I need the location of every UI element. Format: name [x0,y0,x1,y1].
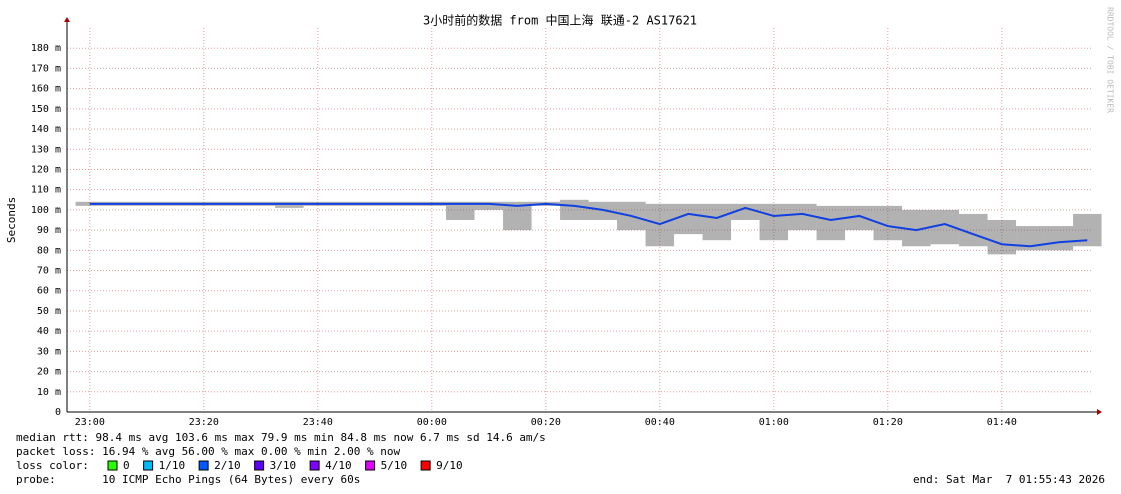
y-tick-label: 170 m [31,63,61,74]
median-line [89,202,1088,248]
y-tick-label: 180 m [31,43,61,54]
y-tick-label: 10 m [37,387,61,398]
axis-arrow [64,17,70,22]
y-tick-label: 40 m [37,326,61,337]
watermark: RRDTOOL / TOBI OETIKER [1106,7,1115,113]
end-time: end: Sat Mar 7 01:55:43 2026 [913,473,1105,486]
loss-stats: packet loss: 16.94 % avg 56.00 % max 0.0… [16,445,400,458]
loss-color-label: loss color: [16,459,89,472]
y-tick-label: 60 m [37,286,61,297]
x-tick-label: 23:20 [189,417,219,428]
probe-info: probe: 10 ICMP Echo Pings (64 Bytes) eve… [16,473,360,486]
legend-swatch [365,460,376,471]
legend-label: 4/10 [325,459,352,472]
smoke-band [731,203,760,220]
legend-label: 9/10 [436,459,463,472]
legend-swatch [143,460,154,471]
smoke-band [759,203,789,241]
legend-swatch [254,460,265,471]
smoke-band [560,199,589,220]
y-axis-label: Seconds [5,197,18,243]
legend-label: 2/10 [214,459,241,472]
x-tick-label: 01:40 [987,417,1017,428]
x-tick-label: 23:00 [75,417,105,428]
y-tick-label: 130 m [31,144,61,155]
smoke-band [816,205,846,241]
smoke-band [474,201,504,210]
x-tick-label: 01:00 [759,417,789,428]
median-stats: median rtt: 98.4 ms avg 103.6 ms max 79.… [16,431,546,444]
x-tick-label: 23:40 [303,417,333,428]
y-tick-label: 140 m [31,124,61,135]
legend-swatch [309,460,320,471]
smoke-band [987,220,1017,255]
legend-label: 5/10 [381,459,408,472]
legend-label: 0 [123,459,130,472]
y-tick-label: 120 m [31,164,61,175]
y-tick-label: 50 m [37,306,61,317]
y-tick-label: 160 m [31,84,61,95]
smoke-band [674,203,703,235]
legend-swatch [198,460,209,471]
x-tick-label: 00:20 [531,417,561,428]
chart-title: 3小时前的数据 from 中国上海 联通-2 AS17621 [423,13,697,28]
x-tick-label: 00:00 [417,417,447,428]
y-tick-label: 30 m [37,346,61,357]
legend-label: 1/10 [159,459,186,472]
legend-label: 3/10 [270,459,297,472]
smoke-band [446,201,475,220]
y-tick-label: 70 m [37,266,61,277]
axis-arrow [1097,409,1102,415]
smoke-band [1044,226,1074,251]
y-tick-label: 100 m [31,205,61,216]
y-tick-label: 80 m [37,245,61,256]
x-tick-label: 00:40 [645,417,675,428]
y-tick-label: 20 m [37,367,61,378]
x-tick-label: 01:20 [873,417,903,428]
y-tick-label: 110 m [31,185,61,196]
legend-swatch [420,460,431,471]
legend-swatch [107,460,118,471]
smoke-band [702,203,732,241]
y-tick-label: 150 m [31,104,61,115]
y-tick-label: 90 m [37,225,61,236]
smoke-band [275,201,304,208]
y-tick-label: 0 [55,407,61,418]
